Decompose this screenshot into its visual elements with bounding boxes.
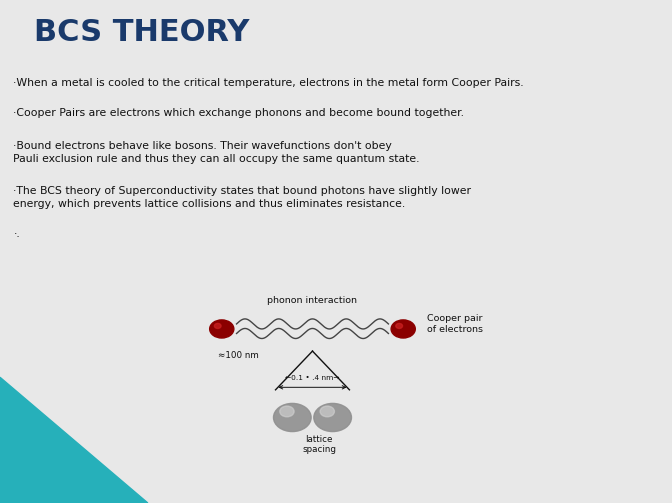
Circle shape: [274, 403, 311, 432]
Circle shape: [214, 323, 221, 328]
Text: ·Cooper Pairs are electrons which exchange phonons and become bound together.: ·Cooper Pairs are electrons which exchan…: [13, 108, 464, 118]
Text: Cooper pair
of electrons: Cooper pair of electrons: [427, 314, 482, 334]
Text: ·.: ·.: [13, 229, 20, 239]
Polygon shape: [0, 377, 148, 503]
Text: ·The BCS theory of Superconductivity states that bound photons have slightly low: ·The BCS theory of Superconductivity sta…: [13, 186, 472, 209]
Text: lattice
spacing: lattice spacing: [302, 435, 336, 455]
Circle shape: [210, 320, 234, 338]
Text: ←0.1 • .4 nm→: ←0.1 • .4 nm→: [285, 375, 340, 381]
Text: BCS THEORY: BCS THEORY: [34, 18, 249, 47]
Circle shape: [280, 406, 294, 417]
Text: ·Bound electrons behave like bosons. Their wavefunctions don't obey
Pauli exclus: ·Bound electrons behave like bosons. The…: [13, 141, 420, 163]
Circle shape: [391, 320, 415, 338]
Circle shape: [320, 406, 335, 417]
Text: ≈100 nm: ≈100 nm: [218, 351, 259, 360]
Circle shape: [396, 323, 403, 328]
Circle shape: [314, 403, 351, 432]
Text: phonon interaction: phonon interaction: [267, 296, 358, 305]
Text: ·When a metal is cooled to the critical temperature, electrons in the metal form: ·When a metal is cooled to the critical …: [13, 78, 524, 88]
